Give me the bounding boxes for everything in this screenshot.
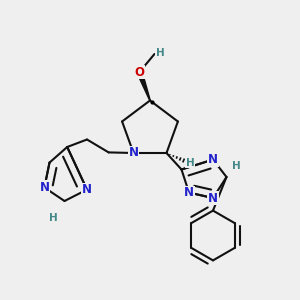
Text: H: H	[49, 213, 58, 224]
Text: N: N	[184, 186, 194, 199]
Text: H: H	[232, 160, 241, 171]
Text: N: N	[128, 146, 139, 160]
Text: H: H	[155, 47, 164, 58]
Text: H: H	[186, 158, 195, 168]
Text: N: N	[82, 183, 92, 196]
Text: N: N	[208, 153, 218, 166]
Text: O: O	[134, 65, 145, 79]
Polygon shape	[137, 71, 150, 100]
Text: N: N	[208, 191, 218, 205]
Text: N: N	[39, 181, 50, 194]
